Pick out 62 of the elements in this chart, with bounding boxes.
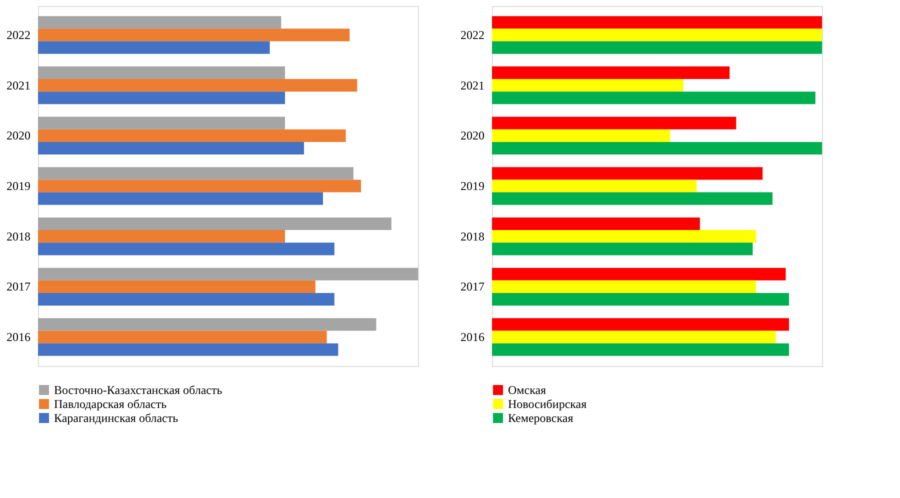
bar <box>38 230 285 243</box>
y-tick-label: 2021 <box>6 78 30 92</box>
bar <box>492 192 772 205</box>
bar <box>492 242 753 256</box>
bar <box>38 268 418 280</box>
bar <box>492 343 789 356</box>
bar <box>38 92 285 104</box>
y-tick-label: 2018 <box>460 229 484 244</box>
bar <box>492 41 822 54</box>
bar <box>38 292 334 306</box>
bar <box>492 167 763 180</box>
bar <box>492 129 670 142</box>
bar <box>38 217 392 230</box>
bar <box>38 318 376 331</box>
y-tick-label: 2022 <box>460 28 484 42</box>
bar <box>492 180 697 192</box>
bar <box>492 66 730 80</box>
bar <box>38 167 354 180</box>
bar <box>38 242 334 256</box>
bar <box>38 343 338 356</box>
bar <box>492 92 816 104</box>
bar <box>38 79 358 92</box>
bar <box>492 79 684 92</box>
bar <box>492 280 756 293</box>
bar <box>492 217 700 230</box>
y-tick-label: 2019 <box>460 179 484 193</box>
bar <box>38 330 327 344</box>
y-tick-label: 2017 <box>460 280 484 294</box>
legend-label: Карагандинская область <box>54 411 179 425</box>
legend-label: Восточно-Казахстанская область <box>54 383 223 397</box>
bar <box>492 142 822 155</box>
y-tick-label: 2020 <box>460 128 484 143</box>
legend-label: Омская <box>508 383 547 397</box>
y-tick-label: 2016 <box>6 330 30 344</box>
bar <box>38 116 285 130</box>
bar <box>492 318 789 331</box>
legend-label: Новосибирская <box>508 397 588 411</box>
bar <box>38 66 285 80</box>
bar <box>38 192 323 205</box>
bar <box>492 16 822 29</box>
y-tick-label: 2019 <box>6 179 30 193</box>
y-tick-label: 2020 <box>6 128 30 143</box>
bar <box>38 28 350 42</box>
y-tick-label: 2016 <box>460 330 484 344</box>
bar <box>492 330 776 344</box>
y-tick-label: 2017 <box>6 280 30 294</box>
bar <box>492 28 822 42</box>
bar <box>38 180 361 192</box>
bar <box>38 142 304 155</box>
bar <box>492 116 736 130</box>
y-tick-label: 2018 <box>6 229 30 244</box>
bar <box>38 41 270 54</box>
bar <box>38 16 282 29</box>
y-tick-label: 2021 <box>460 78 484 92</box>
legend-label: Кемеровская <box>508 411 574 425</box>
bar <box>38 280 316 293</box>
bar <box>492 268 786 280</box>
legend-label: Павлодарская область <box>54 397 168 411</box>
bar <box>492 292 789 306</box>
bar <box>492 230 756 243</box>
y-tick-label: 2022 <box>6 28 30 42</box>
bar <box>38 129 346 142</box>
